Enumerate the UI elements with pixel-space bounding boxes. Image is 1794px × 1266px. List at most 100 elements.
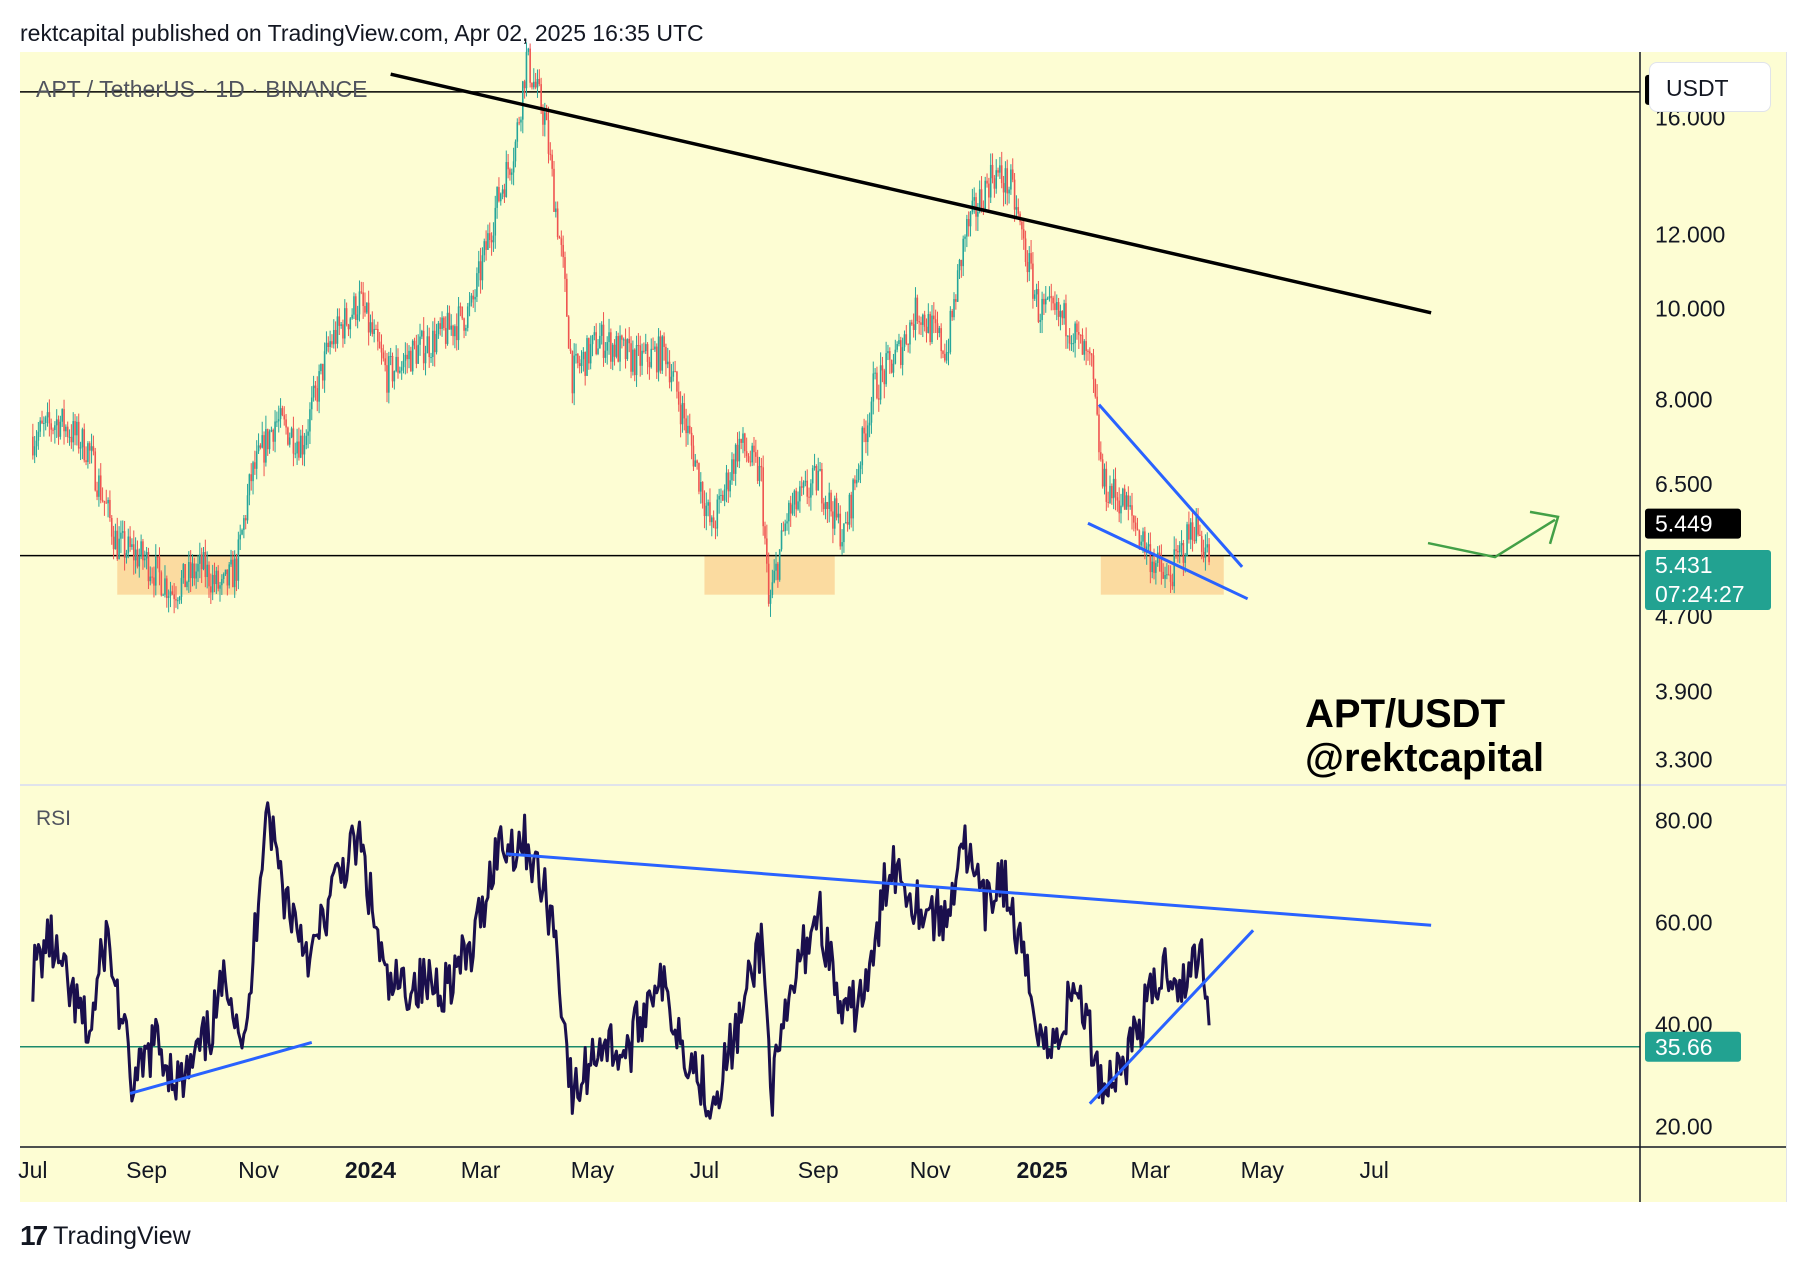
- candle-body: [698, 463, 700, 492]
- candle-body: [147, 552, 150, 582]
- candle-body: [309, 409, 311, 432]
- candle-body: [830, 492, 832, 512]
- candle-body: [488, 233, 491, 241]
- candle-body: [993, 178, 996, 189]
- candle-body: [94, 451, 97, 491]
- candle-body: [266, 429, 269, 450]
- candle-body: [569, 348, 572, 352]
- candle-body: [885, 353, 887, 385]
- candle-body: [79, 447, 82, 449]
- candle-body: [375, 328, 377, 330]
- candle-body: [1184, 556, 1187, 563]
- candle-body: [534, 81, 537, 88]
- candle-body: [619, 335, 621, 362]
- candle-body: [951, 310, 953, 318]
- price-tick-label: 12.000: [1655, 222, 1725, 248]
- candle-body: [870, 401, 873, 423]
- candle-body: [279, 408, 282, 420]
- candle-body: [720, 494, 722, 496]
- candle-body: [1077, 332, 1080, 335]
- candle-body: [454, 326, 456, 337]
- candle-body: [57, 419, 60, 437]
- candle-body: [345, 308, 348, 325]
- candle-body: [1046, 298, 1049, 300]
- candle-body: [369, 322, 372, 333]
- currency-unit-button[interactable]: USDT: [1649, 62, 1771, 112]
- candle-body: [521, 81, 524, 120]
- candle-body: [672, 371, 675, 377]
- candle-body: [239, 534, 241, 540]
- rsi-indicator-label[interactable]: RSI: [36, 807, 72, 830]
- candle-body: [1186, 524, 1188, 557]
- candle-body: [355, 296, 357, 321]
- candle-body: [74, 421, 76, 436]
- candle-body: [1068, 335, 1071, 344]
- candle-body: [32, 436, 34, 456]
- candle-body: [1085, 341, 1087, 351]
- candle-body: [127, 536, 130, 554]
- symbol-label[interactable]: APT / TetherUS · 1D · BINANCE: [36, 76, 368, 102]
- tradingview-footer[interactable]: 17 TradingView: [20, 1220, 191, 1252]
- candle-body: [1010, 169, 1012, 190]
- candle-body: [316, 388, 319, 402]
- time-tick-label: Jul: [690, 1157, 719, 1183]
- candle-body: [934, 319, 937, 324]
- watermark-author: @rektcapital: [1305, 736, 1545, 780]
- time-tick-label: Nov: [910, 1157, 951, 1183]
- candle-body: [1059, 311, 1062, 317]
- candle-body: [46, 412, 49, 418]
- candle-body: [1041, 298, 1043, 321]
- candle-body: [61, 409, 64, 422]
- candle-body: [896, 344, 898, 350]
- rsi-tag: [1645, 1031, 1741, 1062]
- candle-body: [358, 291, 361, 315]
- candle-body: [312, 385, 315, 398]
- candle-body: [966, 219, 968, 237]
- candle-body: [810, 483, 812, 498]
- candle-body: [54, 425, 56, 431]
- candle-body: [578, 363, 581, 367]
- candle-body: [417, 344, 419, 364]
- candle-body: [597, 348, 599, 355]
- candle-body: [1101, 459, 1104, 487]
- candle-body: [650, 348, 653, 368]
- candle-body: [628, 338, 631, 344]
- candle-body: [1092, 355, 1095, 380]
- candle-body: [523, 81, 526, 89]
- candle-body: [1202, 551, 1205, 558]
- candle-body: [292, 428, 295, 454]
- candle-body: [1166, 574, 1168, 576]
- candle-body: [718, 495, 720, 500]
- candle-body: [439, 323, 442, 329]
- price-tag-countdown: 07:24:27: [1655, 581, 1745, 607]
- candle-body: [1089, 351, 1091, 354]
- candle-body: [33, 446, 36, 456]
- candle-body: [555, 208, 557, 212]
- candle-body: [476, 273, 478, 297]
- candle-body: [566, 278, 568, 317]
- candle-body: [1125, 495, 1128, 510]
- candle-body: [327, 342, 330, 347]
- candle-body: [606, 342, 608, 351]
- candle-body: [1122, 488, 1124, 506]
- candle-body: [929, 314, 931, 343]
- candle-body: [571, 351, 574, 394]
- candle-body: [1182, 542, 1185, 563]
- candle-body: [237, 539, 240, 581]
- candle-body: [591, 335, 594, 345]
- candle-body: [98, 475, 100, 497]
- candle-body: [321, 363, 324, 381]
- candle-body: [336, 316, 339, 344]
- candle-body: [422, 330, 425, 364]
- candle-body: [125, 553, 128, 558]
- candle-body: [1087, 350, 1089, 352]
- candle-body: [676, 371, 678, 392]
- candle-body: [525, 51, 528, 89]
- candle-body: [560, 238, 563, 245]
- time-tick-label: Mar: [1131, 1157, 1171, 1183]
- candle-body: [507, 162, 509, 170]
- candle-body: [567, 316, 570, 349]
- candle-body: [977, 212, 979, 217]
- candle-body: [1178, 545, 1181, 553]
